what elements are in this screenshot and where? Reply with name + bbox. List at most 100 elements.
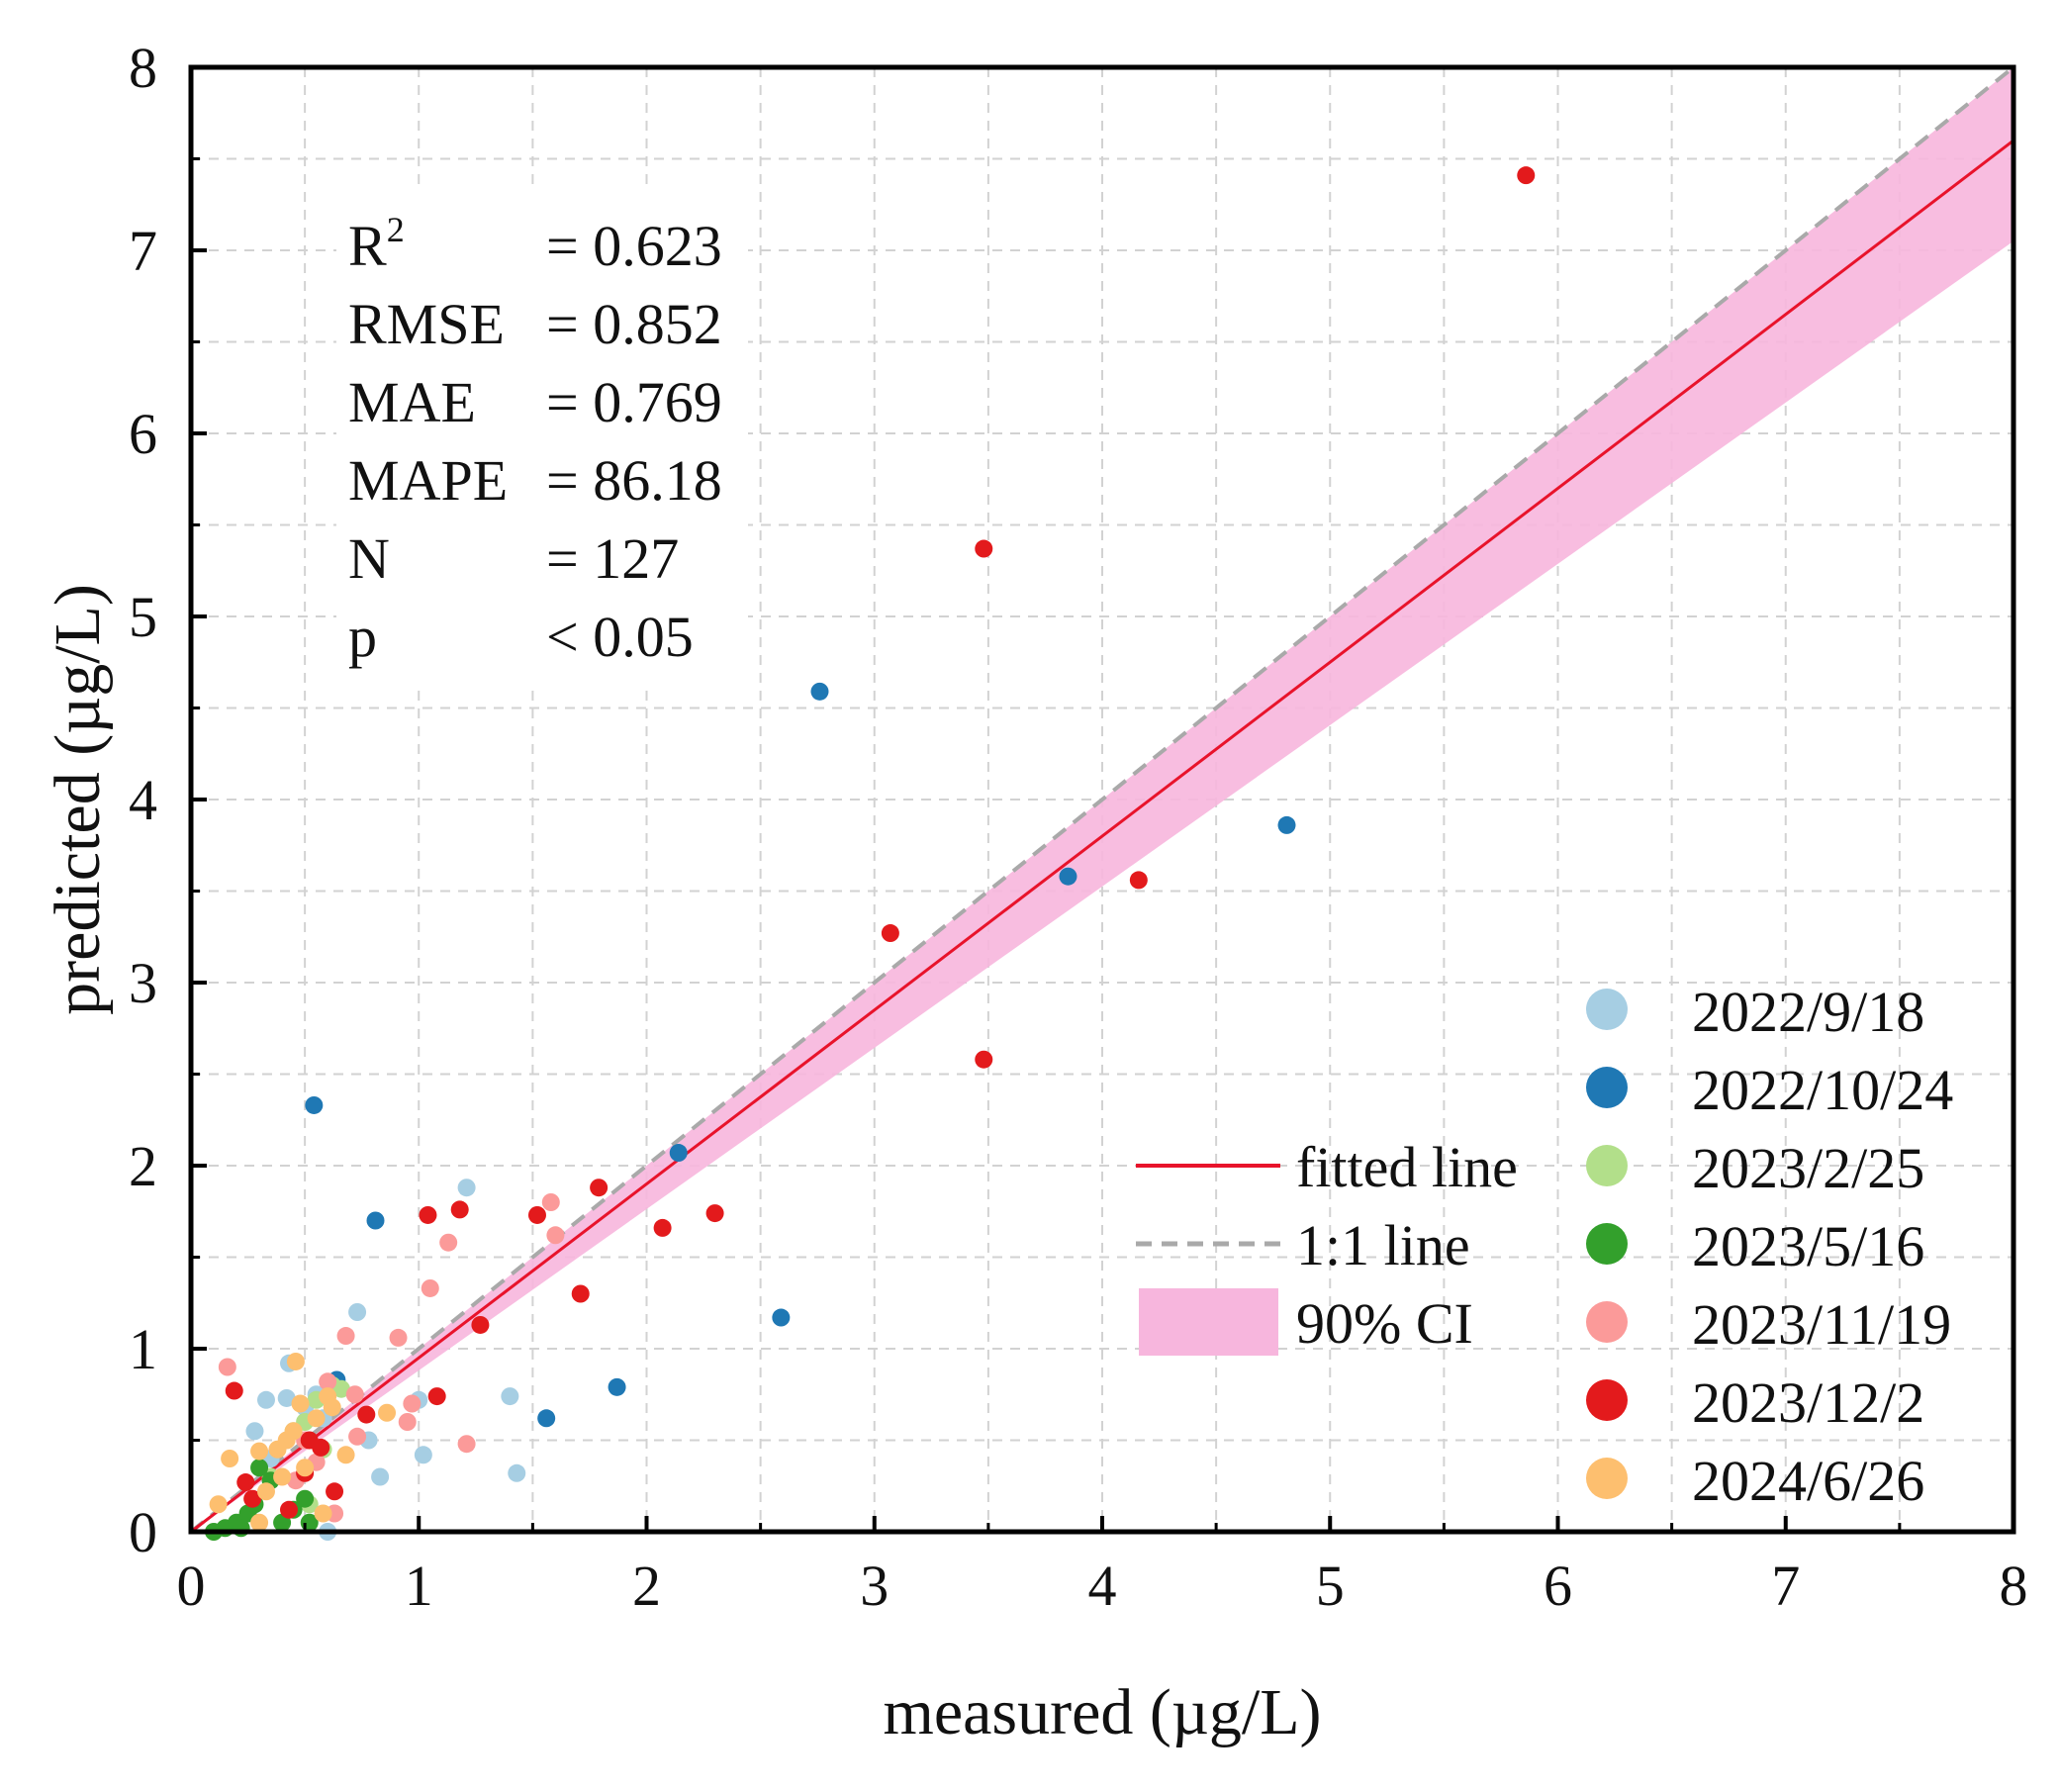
data-point <box>331 1379 350 1398</box>
data-point <box>296 1459 315 1477</box>
stats-label: R2 <box>348 210 405 278</box>
series-5 <box>225 166 1536 1519</box>
stats-label: MAE <box>348 370 476 434</box>
y-tick-label: 4 <box>129 768 157 832</box>
stats-label-text: MAE <box>348 370 476 434</box>
data-point <box>256 1482 275 1501</box>
identity-line <box>189 65 2015 1534</box>
data-point <box>371 1467 390 1486</box>
data-point <box>221 1450 239 1467</box>
stats-value: = 0.769 <box>546 370 722 434</box>
data-point <box>1059 867 1077 886</box>
legend-series-label: 2023/5/16 <box>1692 1214 1924 1278</box>
data-point <box>236 1473 255 1492</box>
data-point <box>336 1446 355 1464</box>
legend-series-label: 2024/6/26 <box>1692 1449 1924 1513</box>
x-tick-label: 4 <box>1088 1554 1117 1618</box>
data-point <box>546 1226 565 1245</box>
stats-label: N <box>348 526 390 591</box>
data-point <box>1129 871 1148 890</box>
data-point <box>541 1193 560 1211</box>
legend-series-marker <box>1586 1379 1628 1421</box>
data-point <box>225 1381 243 1400</box>
data-point <box>326 1482 344 1501</box>
stats-label-text: RMSE <box>348 292 505 356</box>
y-tick-label: 2 <box>129 1134 157 1198</box>
y-tick-label: 6 <box>129 402 157 466</box>
legend: fitted line 1:1 line 90% CI 2022/9/18 2022/1… <box>1136 980 1953 1513</box>
data-point <box>508 1463 526 1482</box>
data-point <box>653 1218 672 1237</box>
data-point <box>348 1427 367 1446</box>
stats-value: = 127 <box>546 526 679 591</box>
data-point <box>608 1377 626 1396</box>
data-point <box>273 1467 292 1486</box>
data-point <box>403 1394 421 1413</box>
stats-label-text: N <box>348 526 390 591</box>
data-point <box>419 1205 437 1224</box>
legend-series-label: 2022/9/18 <box>1692 980 1924 1044</box>
data-points <box>205 166 1536 1541</box>
data-point <box>250 1442 269 1461</box>
data-point <box>427 1387 446 1406</box>
legend-series-label: 2023/2/25 <box>1692 1136 1924 1200</box>
axes: 0 1 2 3 4 5 6 7 8 0 1 2 3 4 5 6 7 8 <box>129 36 2028 1618</box>
identity-line-path <box>189 65 2015 1534</box>
data-point <box>571 1284 590 1303</box>
stats-box: R2 = 0.623 RMSE = 0.852 MAE = 0.769 MAPE = 86.1… <box>336 188 748 683</box>
x-tick-label: 3 <box>860 1554 889 1618</box>
legend-identity-line-label: 1:1 line <box>1296 1213 1470 1277</box>
stats-label-text: MAPE <box>348 448 508 513</box>
data-point <box>398 1413 417 1431</box>
data-point <box>296 1489 315 1508</box>
data-point <box>357 1405 376 1424</box>
data-point <box>772 1308 791 1327</box>
legend-ci-label: 90% CI <box>1296 1291 1473 1356</box>
data-point <box>1277 815 1296 834</box>
data-point <box>286 1352 305 1370</box>
x-tick-label: 1 <box>405 1554 433 1618</box>
stats-label-text: R <box>348 214 387 278</box>
x-axis-title: measured (µg/L) <box>883 1676 1321 1748</box>
data-point <box>336 1327 355 1346</box>
y-tick-label: 3 <box>129 951 157 1015</box>
stats-label-text: p <box>348 605 377 669</box>
data-point <box>232 1519 250 1538</box>
legend-series-marker <box>1586 1458 1628 1499</box>
data-point <box>245 1422 264 1441</box>
series-6 <box>209 1352 397 1532</box>
data-point <box>256 1390 275 1409</box>
y-tick-label: 8 <box>129 36 157 100</box>
data-point <box>1517 166 1536 185</box>
data-point <box>305 1095 324 1114</box>
y-axis-title: predicted (µg/L) <box>42 584 114 1015</box>
data-point <box>414 1446 432 1464</box>
x-tick-label: 2 <box>632 1554 661 1618</box>
stats-label: p <box>348 605 377 669</box>
data-point <box>277 1388 296 1407</box>
legend-series-marker <box>1586 989 1628 1030</box>
stats-value: = 0.852 <box>546 292 722 356</box>
data-point <box>450 1200 469 1219</box>
data-point <box>323 1398 341 1417</box>
stats-box-background <box>336 188 748 683</box>
data-point <box>457 1179 476 1197</box>
stats-rows: R2 = 0.623 RMSE = 0.852 MAE = 0.769 MAPE = 86.1… <box>348 210 722 669</box>
data-point <box>389 1328 408 1347</box>
legend-series-label: 2023/12/2 <box>1692 1370 1924 1435</box>
data-point <box>280 1500 299 1519</box>
stats-value: < 0.05 <box>546 605 694 669</box>
data-point <box>975 1050 993 1069</box>
stats-label: RMSE <box>348 292 505 356</box>
legend-series-label: 2022/10/24 <box>1692 1058 1953 1122</box>
stats-value: = 86.18 <box>546 448 722 513</box>
data-point <box>527 1205 546 1224</box>
grid <box>191 67 2013 1532</box>
data-point <box>319 1372 337 1391</box>
series-4 <box>218 1193 565 1523</box>
data-point <box>881 924 899 943</box>
x-tick-label: 0 <box>177 1554 206 1618</box>
data-point <box>312 1438 330 1457</box>
data-point <box>209 1495 228 1514</box>
